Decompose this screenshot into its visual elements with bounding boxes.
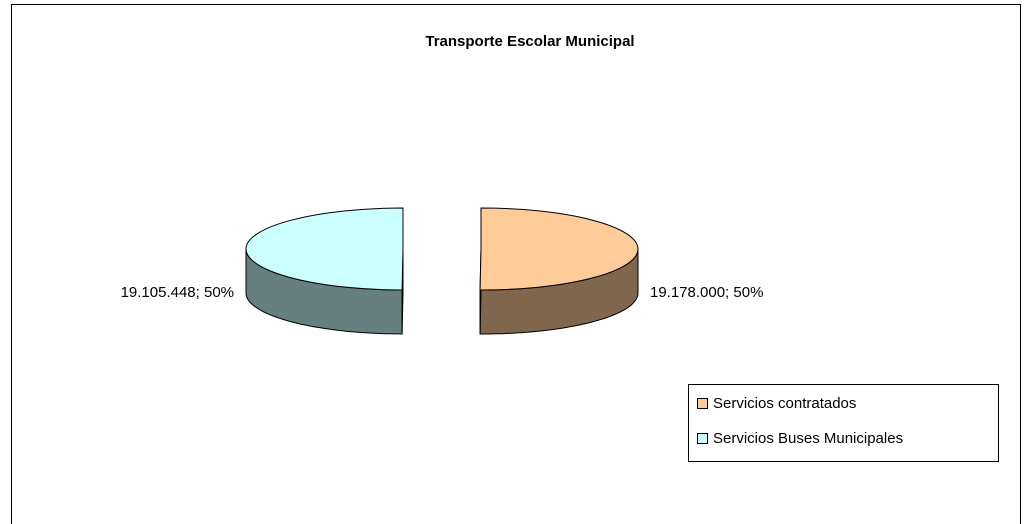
legend-label: Servicios contratados bbox=[713, 395, 856, 412]
data-label: 19.178.000; 50% bbox=[650, 284, 763, 301]
legend-items: Servicios contratados Servicios Buses Mun… bbox=[697, 395, 903, 447]
pie bbox=[245, 207, 639, 335]
slice-top bbox=[479, 207, 639, 291]
slice-top bbox=[245, 207, 404, 291]
legend bbox=[688, 384, 999, 462]
data-label: 19.105.448; 50% bbox=[121, 284, 234, 301]
legend-swatch bbox=[697, 433, 708, 444]
legend-label: Servicios Buses Municipales bbox=[713, 430, 903, 447]
legend-swatch bbox=[697, 398, 708, 409]
chart-title: Transporte Escolar Municipal bbox=[425, 33, 634, 50]
